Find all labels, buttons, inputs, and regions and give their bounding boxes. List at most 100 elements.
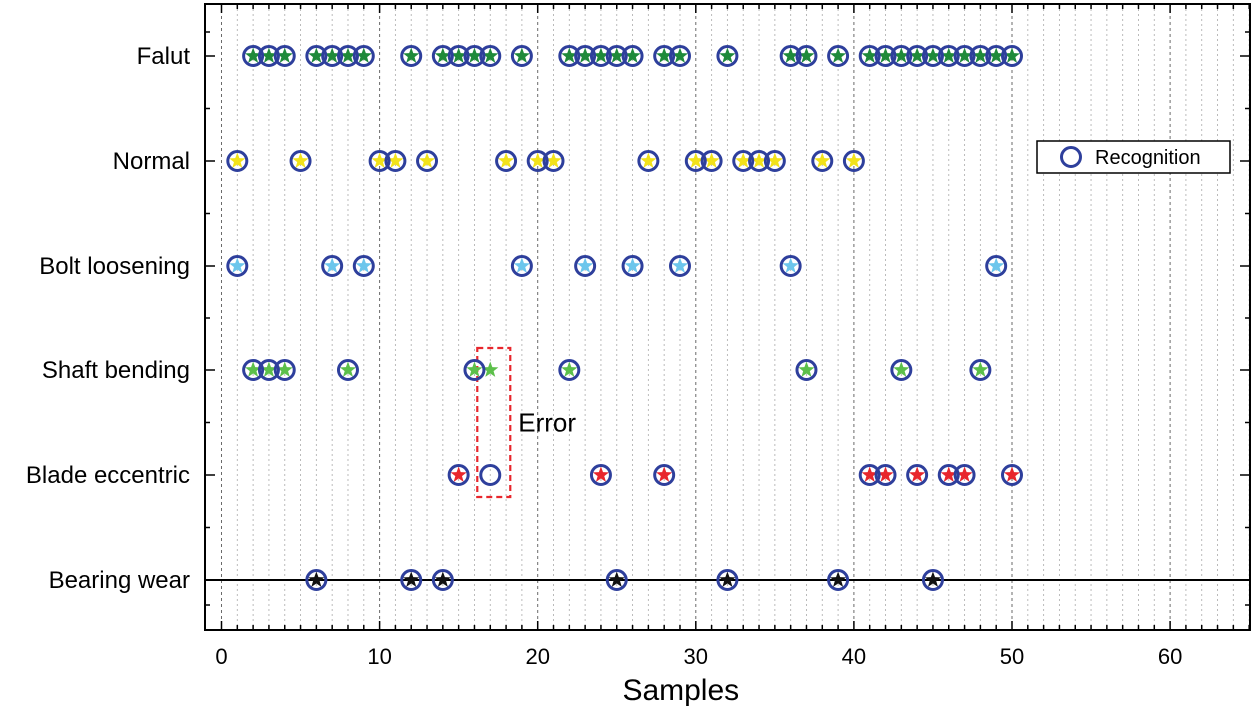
recognition-circle-falut	[874, 45, 897, 67]
recognition-circle-blade-eccentric	[874, 464, 897, 486]
recognition-circle-bearing-wear	[400, 569, 423, 591]
recognition-circle-falut	[447, 45, 470, 67]
legend: Recognition	[1036, 140, 1231, 174]
star-point-blade-eccentric	[956, 466, 973, 482]
star-point-falut	[403, 47, 420, 63]
recognition-circle-falut	[321, 45, 344, 67]
star-point-falut	[782, 47, 799, 63]
star-point-falut	[355, 47, 372, 63]
recognition-circle-normal	[811, 150, 834, 172]
recognition-circle-falut	[890, 45, 913, 67]
recognition-circle-falut	[953, 45, 976, 67]
category-label: Bolt loosening	[39, 253, 190, 280]
recognition-circle-falut	[479, 45, 502, 67]
star-point-blade-eccentric	[940, 466, 957, 482]
star-point-falut	[561, 47, 578, 63]
recognition-circle-falut	[463, 45, 486, 67]
star-point-bearing-wear	[403, 571, 420, 587]
star-point-bolt-loosening	[513, 257, 530, 273]
data-points	[226, 45, 1023, 591]
star-point-falut	[276, 47, 293, 63]
star-point-bolt-loosening	[355, 257, 372, 273]
recognition-circle-falut	[795, 45, 818, 67]
recognition-circle-falut	[858, 45, 881, 67]
category-label: Bearing wear	[49, 567, 190, 594]
star-point-normal	[498, 152, 515, 168]
star-point-falut	[434, 47, 451, 63]
recognition-circle-falut	[716, 45, 739, 67]
recognition-circle-shaft-bending	[273, 359, 296, 381]
star-point-normal	[735, 152, 752, 168]
star-point-falut	[909, 47, 926, 63]
recognition-circle-normal	[684, 150, 707, 172]
axes	[204, 3, 1251, 631]
recognition-circle-shaft-bending	[336, 359, 359, 381]
star-point-falut	[940, 47, 957, 63]
grid	[221, 4, 1250, 630]
recognition-circle-blade-eccentric	[589, 464, 612, 486]
category-label: Falut	[137, 43, 191, 70]
star-point-normal	[814, 152, 831, 168]
star-point-falut	[245, 47, 262, 63]
star-point-blade-eccentric	[450, 466, 467, 482]
star-point-bolt-loosening	[624, 257, 641, 273]
recognition-circle-falut	[827, 45, 850, 67]
recognition-circle-shaft-bending	[463, 359, 486, 381]
star-point-shaft-bending	[276, 361, 293, 377]
x-tick-label: 50	[1000, 644, 1024, 669]
legend-marker-circle	[1060, 146, 1082, 168]
recognition-circle-normal	[842, 150, 865, 172]
star-point-falut	[260, 47, 278, 63]
star-point-falut	[671, 47, 689, 63]
star-point-falut	[861, 47, 878, 63]
star-point-falut	[513, 47, 530, 63]
star-point-falut	[466, 47, 483, 63]
star-point-falut	[592, 47, 610, 63]
star-point-bolt-loosening	[782, 257, 799, 273]
recognition-circle-falut	[605, 45, 628, 67]
star-point-normal	[766, 152, 783, 168]
star-point-normal	[529, 152, 546, 168]
star-point-blade-eccentric	[861, 466, 878, 482]
recognition-circle-bearing-wear	[827, 569, 850, 591]
recognition-circle-falut	[574, 45, 597, 67]
recognition-circle-normal	[226, 150, 249, 172]
recognition-circle-bolt-loosening	[668, 255, 691, 277]
x-tick-labels: 0 10 20 30 40 50 60	[215, 644, 1182, 669]
recognition-circle-falut	[1001, 45, 1023, 67]
recognition-circle-falut	[431, 45, 454, 67]
x-tick-label: 60	[1158, 644, 1182, 669]
star-point-falut	[924, 47, 942, 63]
star-point-normal	[687, 152, 704, 168]
star-point-bearing-wear	[308, 571, 325, 587]
x-tick-label: 30	[684, 644, 708, 669]
recognition-circle-falut	[589, 45, 612, 67]
recognition-circle-blade-eccentric	[937, 464, 960, 486]
star-point-bolt-loosening	[229, 257, 246, 273]
star-point-falut	[450, 47, 467, 63]
recognition-circle-blade-eccentric	[447, 464, 470, 486]
star-point-bearing-wear	[830, 571, 847, 587]
star-point-falut	[956, 47, 973, 63]
recognition-circle-normal	[495, 150, 518, 172]
star-point-shaft-bending	[339, 361, 357, 377]
star-point-bearing-wear	[608, 571, 625, 587]
recognition-circle-bearing-wear	[305, 569, 328, 591]
recognition-circle-normal	[384, 150, 407, 172]
star-point-normal	[418, 152, 436, 168]
recognition-circle-falut	[305, 45, 328, 67]
star-point-blade-eccentric	[656, 466, 673, 482]
star-point-bearing-wear	[434, 571, 451, 587]
recognition-circle-shaft-bending	[795, 359, 818, 381]
recognition-circle-normal	[289, 150, 312, 172]
star-point-shaft-bending	[972, 361, 989, 377]
x-tick-label: 40	[842, 644, 866, 669]
recognition-circle-falut	[400, 45, 423, 67]
star-point-falut	[719, 47, 736, 63]
recognition-circle-normal	[748, 150, 771, 172]
star-point-falut	[339, 47, 357, 63]
recognition-circle-falut	[969, 45, 992, 67]
recognition-circle-normal	[700, 150, 723, 172]
recognition-circle-bolt-loosening	[321, 255, 344, 277]
